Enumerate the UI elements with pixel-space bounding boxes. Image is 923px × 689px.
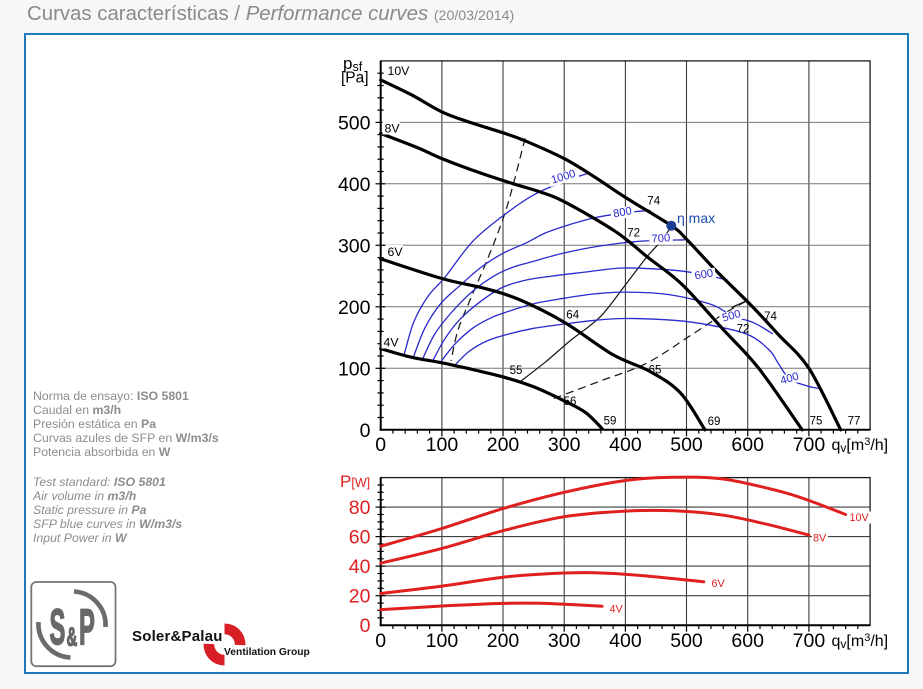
svg-text:55: 55 — [510, 365, 523, 377]
svg-text:10V: 10V — [388, 64, 411, 78]
svg-text:64: 64 — [566, 310, 579, 322]
svg-text:700: 700 — [793, 630, 826, 652]
svg-text:qv[m3/h]: qv[m3/h] — [832, 632, 889, 651]
svg-text:77: 77 — [848, 416, 861, 428]
svg-text:S: S — [50, 599, 66, 655]
svg-text:500: 500 — [670, 434, 703, 456]
svg-text:400: 400 — [609, 630, 642, 652]
svg-text:600: 600 — [694, 267, 714, 282]
svg-text:0: 0 — [360, 615, 371, 637]
svg-text:200: 200 — [338, 297, 371, 319]
svg-text:Ventilation Group: Ventilation Group — [224, 647, 310, 658]
svg-text:8V: 8V — [813, 533, 827, 545]
svg-text:[Pa]: [Pa] — [341, 70, 369, 87]
svg-text:4V: 4V — [610, 604, 624, 616]
svg-text:100: 100 — [426, 434, 459, 456]
svg-text:400: 400 — [779, 370, 800, 387]
svg-text:10V: 10V — [850, 512, 870, 524]
svg-text:4V: 4V — [384, 336, 400, 350]
svg-text:40: 40 — [349, 556, 371, 578]
svg-text:400: 400 — [338, 174, 371, 196]
svg-text:69: 69 — [708, 416, 721, 428]
svg-text:0: 0 — [375, 630, 386, 652]
svg-text:80: 80 — [349, 497, 371, 519]
svg-text:600: 600 — [731, 434, 764, 456]
svg-text:500: 500 — [338, 112, 371, 134]
svg-text:6V: 6V — [712, 578, 726, 590]
svg-text:500: 500 — [721, 308, 742, 325]
svg-text:200: 200 — [487, 630, 520, 652]
svg-text:100: 100 — [426, 630, 459, 652]
svg-text:300: 300 — [338, 235, 371, 257]
svg-text:700: 700 — [651, 232, 670, 245]
svg-text:8V: 8V — [385, 122, 401, 136]
svg-text:P: P — [79, 599, 95, 655]
svg-text:59: 59 — [604, 416, 617, 428]
svg-text:800: 800 — [612, 205, 632, 220]
svg-text:0: 0 — [360, 420, 371, 442]
svg-text:0: 0 — [375, 434, 386, 456]
svg-text:60: 60 — [349, 527, 371, 549]
svg-text:75: 75 — [810, 416, 823, 428]
svg-text:56: 56 — [564, 396, 577, 408]
svg-text:qv[m3/h]: qv[m3/h] — [832, 436, 889, 455]
svg-text:500: 500 — [670, 630, 703, 652]
svg-text:20: 20 — [349, 586, 371, 608]
svg-text:η max: η max — [677, 210, 715, 226]
svg-text:&: & — [67, 623, 78, 651]
svg-text:74: 74 — [647, 196, 660, 208]
svg-text:72: 72 — [737, 324, 750, 336]
svg-text:100: 100 — [338, 358, 371, 380]
svg-text:400: 400 — [609, 434, 642, 456]
svg-text:600: 600 — [731, 630, 764, 652]
svg-text:72: 72 — [627, 228, 640, 240]
svg-text:6V: 6V — [388, 245, 404, 259]
svg-text:200: 200 — [487, 434, 520, 456]
svg-text:300: 300 — [548, 630, 581, 652]
svg-text:700: 700 — [793, 434, 826, 456]
svg-text:65: 65 — [649, 365, 662, 377]
svg-text:74: 74 — [764, 311, 777, 323]
svg-text:300: 300 — [548, 434, 581, 456]
svg-text:Soler&Palau: Soler&Palau — [132, 628, 223, 645]
svg-text:P[W]: P[W] — [340, 472, 370, 491]
